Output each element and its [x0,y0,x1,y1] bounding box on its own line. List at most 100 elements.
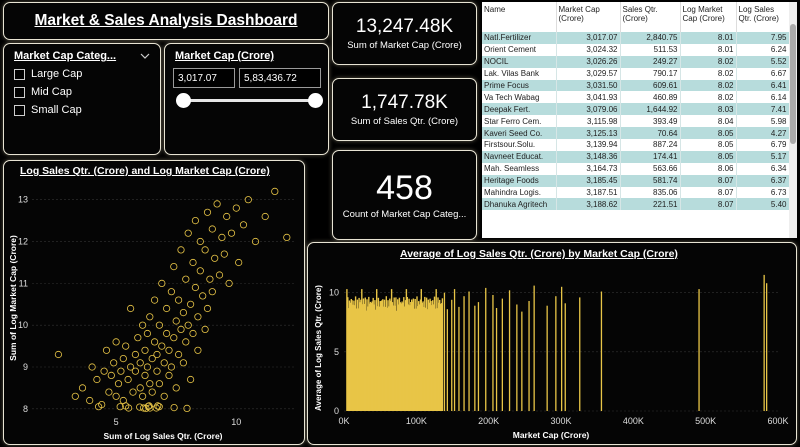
bar[interactable] [395,297,397,411]
bar[interactable] [358,297,360,411]
bar[interactable] [346,289,348,411]
bar[interactable] [376,306,379,411]
scatter-point[interactable] [215,271,224,279]
scatter-point[interactable] [191,283,199,292]
bar[interactable] [350,299,352,411]
table-row[interactable]: Va Tech Wabag 3,041.93 460.89 8.02 6.14 [482,91,790,104]
scatter-point[interactable] [148,355,156,363]
scatter-point[interactable] [134,334,142,342]
bar[interactable] [402,302,404,411]
scatter-point[interactable] [196,237,204,246]
checkbox-icon[interactable] [14,68,25,80]
scatter-point[interactable] [235,258,243,267]
bar[interactable] [437,297,439,411]
bar[interactable] [369,301,372,411]
bar[interactable] [440,303,443,411]
bar[interactable] [382,299,384,411]
bar[interactable] [388,306,390,411]
scatter-point[interactable] [196,267,204,275]
scatter-point[interactable] [218,233,226,242]
range-min-input[interactable]: 3,017.07 [173,68,235,88]
scatter-point[interactable] [201,246,209,254]
scatter-point[interactable] [170,404,178,412]
bar[interactable] [394,305,396,411]
bar[interactable] [361,304,364,411]
scatter-point[interactable] [154,402,162,410]
bar[interactable] [439,304,442,411]
option-small-cap[interactable]: Small Cap [14,104,150,116]
bar[interactable] [412,298,415,412]
scatter-point[interactable] [100,367,108,375]
scatter-point[interactable] [139,392,147,400]
column-header[interactable]: Log Market Cap (Crore) [680,2,737,32]
bar[interactable] [360,299,362,411]
table-row[interactable]: NOCIL 3,026.26 249.27 8.02 5.52 [482,55,790,68]
scatter-point[interactable] [194,346,202,354]
scatter-point[interactable] [261,212,269,221]
scatter-point[interactable] [127,304,135,313]
bar[interactable] [347,297,349,411]
scatter-point[interactable] [177,246,185,254]
bar[interactable] [390,300,392,411]
scatter-point[interactable] [151,296,159,304]
bar[interactable] [516,304,518,412]
scatter-point[interactable] [136,403,144,411]
bar[interactable] [429,298,431,411]
table-row[interactable]: Natl.Fertilizer 3,017.07 2,840.75 8.01 7.95 [482,32,790,44]
scatter-point[interactable] [203,208,212,216]
scatter-point[interactable] [136,359,144,367]
table-row[interactable]: Mah. Seamless 3,164.73 563.66 8.06 6.34 [482,162,790,175]
bar[interactable] [384,306,387,411]
scatter-point[interactable] [112,392,120,400]
scatter-point[interactable] [201,325,209,333]
scatter-point[interactable] [165,346,173,354]
scatter-point[interactable] [232,204,240,212]
scatter-point[interactable] [208,225,216,233]
bar[interactable] [521,311,523,411]
scatter-point[interactable] [88,363,96,371]
bar[interactable] [443,292,446,411]
bar[interactable] [453,289,456,411]
bar[interactable] [373,304,375,412]
scatter-point[interactable] [163,329,171,338]
bar[interactable] [352,304,354,411]
scatter-point[interactable] [194,313,202,321]
bar[interactable] [397,304,400,412]
scatter-point[interactable] [114,380,123,388]
bar[interactable] [356,299,359,411]
bar[interactable] [426,309,429,411]
scatter-point[interactable] [86,396,94,405]
scatter-point[interactable] [98,401,106,409]
bar[interactable] [348,300,351,412]
scatter-point[interactable] [165,371,173,379]
bar[interactable] [399,302,401,411]
table-row[interactable]: Orient Cement 3,024.32 511.53 8.01 6.24 [482,43,790,56]
scatter-point[interactable] [172,384,180,392]
bar[interactable] [389,298,391,411]
bar[interactable] [698,289,700,411]
scatter-point[interactable] [163,304,171,313]
bar[interactable] [351,300,353,411]
scatter-point[interactable] [146,313,154,321]
scatter-point[interactable] [167,288,175,296]
bar[interactable] [354,296,357,411]
table-row[interactable]: Navneet Educat. 3,148.36 174.41 8.05 5.17 [482,150,790,163]
bar[interactable] [372,297,374,411]
scatter-point[interactable] [131,367,139,375]
bar[interactable] [416,296,418,411]
scatter-point[interactable] [127,363,135,371]
bar[interactable] [418,301,420,411]
scatter-point[interactable] [119,396,127,405]
bar[interactable] [362,298,365,412]
scatter-point[interactable] [117,367,125,375]
scatter-point[interactable] [170,263,178,271]
bar[interactable] [438,302,440,411]
scatter-point[interactable] [189,258,197,267]
bar[interactable] [392,305,394,412]
scatter-point[interactable] [119,355,127,363]
bar[interactable] [347,308,350,411]
bar[interactable] [365,310,367,411]
scatter-point[interactable] [155,321,163,329]
bar[interactable] [376,289,378,411]
